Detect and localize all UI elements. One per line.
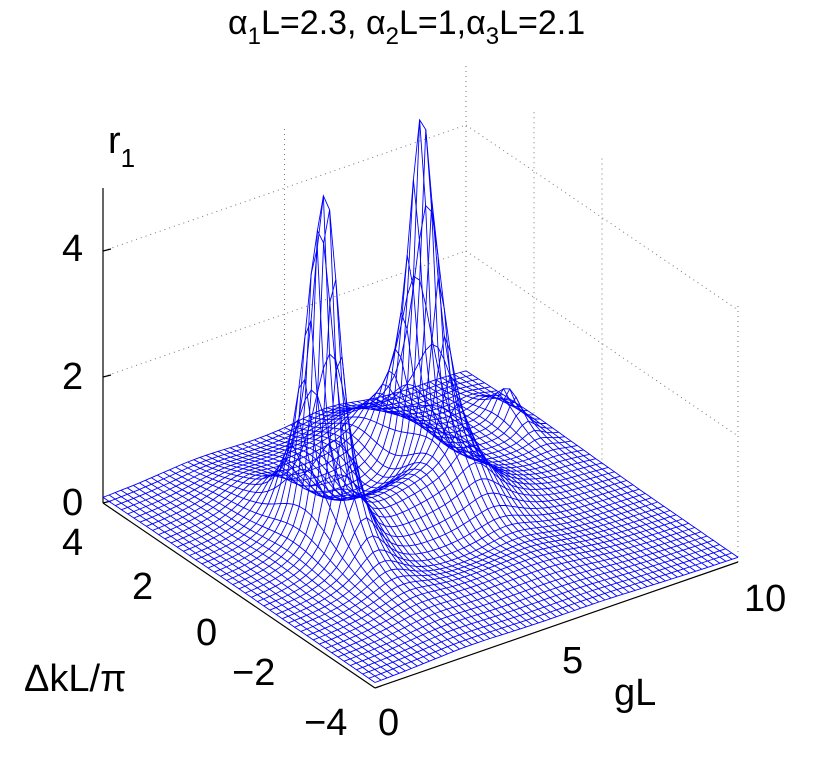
mesh-line bbox=[232, 209, 596, 586]
mesh-line bbox=[127, 386, 491, 515]
mesh-line bbox=[294, 501, 658, 628]
mesh-line bbox=[251, 416, 615, 598]
mesh-line bbox=[374, 556, 739, 683]
mesh-line bbox=[187, 389, 460, 650]
mesh-line bbox=[343, 535, 708, 662]
x-axis-line bbox=[374, 561, 739, 689]
y-tick-label: −4 bbox=[304, 702, 348, 744]
mesh-line bbox=[368, 552, 732, 679]
mesh-line bbox=[238, 279, 603, 590]
mesh-line bbox=[201, 129, 565, 565]
mesh-line bbox=[133, 485, 406, 672]
mesh-line bbox=[214, 278, 578, 573]
y-axis-label: ΔkL/π bbox=[24, 658, 127, 700]
mesh-line bbox=[164, 370, 528, 540]
chart-title: α1L=2.3, α2L=1,α3L=2.1 bbox=[228, 4, 586, 50]
mesh-line bbox=[245, 356, 609, 594]
mesh-line bbox=[120, 489, 394, 676]
mesh-line bbox=[226, 195, 590, 581]
x-tick-label: 10 bbox=[744, 578, 787, 620]
mesh-line bbox=[326, 118, 600, 603]
mesh-line bbox=[331, 527, 695, 654]
mesh-line bbox=[319, 518, 683, 645]
mesh-line bbox=[429, 381, 702, 570]
grid-line bbox=[102, 124, 467, 252]
mesh-line bbox=[313, 514, 677, 641]
mesh-line bbox=[306, 510, 671, 637]
mesh-line bbox=[158, 383, 522, 536]
x-tick-label: 5 bbox=[562, 640, 584, 682]
mesh-line bbox=[170, 347, 535, 544]
mesh-line bbox=[275, 488, 640, 615]
x-tick-label: 0 bbox=[378, 702, 400, 744]
mesh-line bbox=[133, 390, 497, 519]
x-axis-label: gL bbox=[614, 672, 657, 714]
y-tick-label: −2 bbox=[232, 652, 276, 694]
mesh-line bbox=[109, 374, 473, 502]
mesh-line bbox=[102, 370, 467, 498]
mesh-line bbox=[114, 492, 388, 679]
mesh-line bbox=[183, 255, 547, 552]
mesh-line bbox=[177, 312, 541, 548]
mesh-line bbox=[362, 548, 726, 675]
mesh-line bbox=[115, 378, 479, 507]
mesh-line bbox=[146, 395, 510, 527]
mesh-line bbox=[300, 505, 664, 632]
z-tick-label: 2 bbox=[62, 356, 84, 398]
y-tick-label: 0 bbox=[196, 612, 218, 654]
mesh-line bbox=[139, 394, 504, 523]
z-tick-mark bbox=[102, 248, 112, 252]
mesh-line bbox=[325, 522, 689, 649]
surface-mesh bbox=[102, 118, 739, 683]
mesh-line bbox=[320, 275, 594, 605]
mesh-line bbox=[302, 418, 575, 611]
y-tick-label: 4 bbox=[62, 522, 84, 564]
z-tick-label: 4 bbox=[62, 228, 84, 270]
mesh-line bbox=[356, 544, 720, 671]
mesh-line bbox=[435, 379, 709, 568]
mesh-line bbox=[284, 427, 557, 618]
mesh-line bbox=[282, 493, 646, 620]
z-axis-label: r1 bbox=[108, 120, 136, 173]
mesh-line bbox=[195, 119, 559, 561]
z-tick-label: 0 bbox=[62, 482, 84, 524]
mesh-line bbox=[337, 531, 702, 658]
mesh-line bbox=[269, 484, 634, 611]
axes bbox=[102, 188, 739, 689]
z-tick-mark bbox=[102, 374, 112, 378]
grid-line bbox=[465, 124, 739, 311]
y-axis-line bbox=[102, 502, 376, 689]
mesh-line bbox=[189, 179, 553, 556]
mesh-line bbox=[257, 460, 621, 603]
mesh-line bbox=[152, 392, 516, 531]
mesh-line bbox=[220, 247, 584, 577]
mesh-line bbox=[207, 200, 572, 569]
mesh-line bbox=[350, 539, 714, 666]
mesh-line bbox=[423, 383, 696, 572]
mesh-line bbox=[362, 400, 636, 591]
y-tick-label: 2 bbox=[132, 566, 154, 608]
mesh-line bbox=[288, 497, 652, 624]
mesh-line bbox=[263, 480, 627, 607]
mesh-line bbox=[121, 382, 485, 511]
